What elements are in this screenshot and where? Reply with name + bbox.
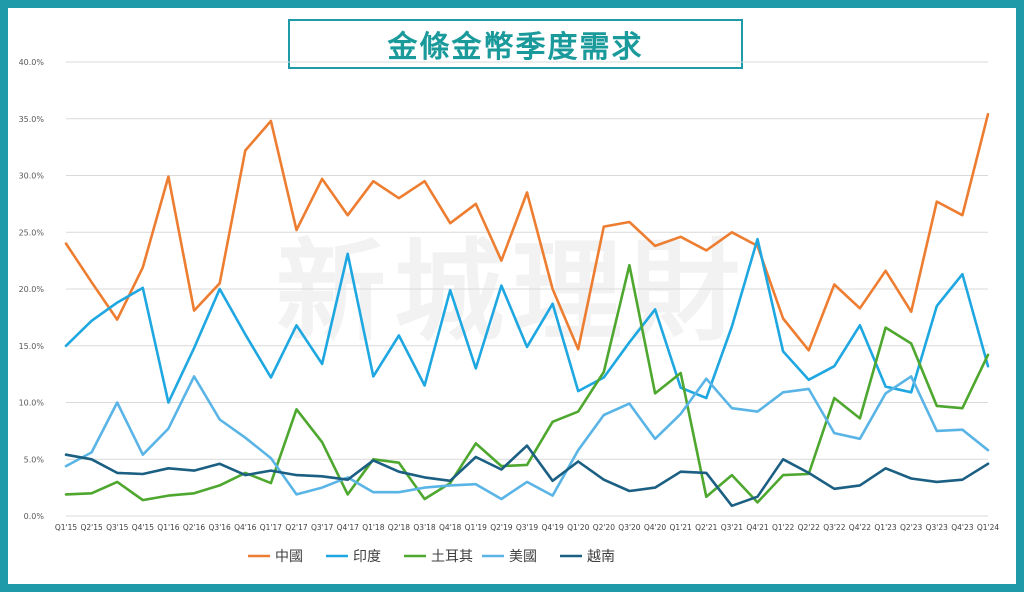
y-tick-label: 30.0%: [19, 172, 45, 181]
x-tick-label: Q2'16: [183, 523, 206, 532]
x-tick-label: Q2'21: [695, 523, 718, 532]
y-tick-label: 40.0%: [19, 58, 45, 67]
x-tick-label: Q1'23: [874, 523, 897, 532]
x-tick-label: Q1'15: [55, 523, 78, 532]
x-tick-label: Q3'19: [516, 523, 539, 532]
x-tick-label: Q4'15: [132, 523, 155, 532]
y-tick-label: 0.0%: [24, 512, 45, 521]
x-tick-label: Q2'20: [593, 523, 616, 532]
x-tick-label: Q3'17: [311, 523, 334, 532]
x-tick-label: Q3'16: [209, 523, 232, 532]
x-tick-label: Q1'20: [567, 523, 590, 532]
x-tick-label: Q1'19: [465, 523, 488, 532]
y-tick-label: 25.0%: [19, 228, 45, 237]
x-tick-label: Q4'20: [644, 523, 667, 532]
x-tick-label: Q2'23: [900, 523, 923, 532]
x-tick-label: Q3'20: [618, 523, 641, 532]
x-tick-label: Q4'21: [746, 523, 769, 532]
x-tick-label: Q4'17: [337, 523, 360, 532]
series-line-2: [64, 237, 990, 404]
series-line-3: [64, 263, 990, 504]
x-tick-label: Q1'24: [977, 523, 1000, 532]
x-tick-label: Q4'22: [849, 523, 872, 532]
legend-label: 印度: [353, 549, 381, 565]
chart-title-box: 金條金幣季度需求: [288, 19, 743, 69]
x-tick-label: Q4'19: [541, 523, 564, 532]
legend-label: 越南: [587, 549, 615, 565]
y-tick-label: 20.0%: [19, 285, 45, 294]
x-tick-label: Q3'21: [721, 523, 744, 532]
legend-label: 美國: [509, 549, 537, 565]
x-tick-label: Q1'21: [670, 523, 693, 532]
chart-title: 金條金幣季度需求: [387, 30, 644, 65]
x-tick-label: Q2'15: [80, 523, 103, 532]
x-tick-label: Q1'17: [260, 523, 283, 532]
x-tick-label: Q2'18: [388, 523, 411, 532]
x-tick-label: Q1'22: [772, 523, 795, 532]
x-tick-label: Q2'19: [490, 523, 513, 532]
y-tick-label: 15.0%: [19, 342, 45, 351]
y-tick-label: 10.0%: [19, 399, 45, 408]
series-line-5: [64, 444, 990, 508]
x-tick-label: Q1'16: [157, 523, 180, 532]
legend-label: 土耳其: [431, 549, 473, 565]
y-tick-label: 5.0%: [24, 455, 45, 464]
series-line-4: [64, 375, 990, 501]
watermark-text: 新城理財: [276, 228, 748, 356]
legend-label: 中國: [275, 549, 303, 565]
x-tick-label: Q4'18: [439, 523, 462, 532]
y-tick-label: 35.0%: [19, 115, 45, 124]
x-tick-label: Q3'15: [106, 523, 129, 532]
x-tick-label: Q4'23: [951, 523, 974, 532]
series-line-1: [64, 112, 990, 352]
x-tick-label: Q3'18: [413, 523, 436, 532]
x-tick-label: Q2'22: [798, 523, 821, 532]
x-tick-label: Q2'17: [285, 523, 308, 532]
x-tick-label: Q3'22: [823, 523, 846, 532]
x-tick-label: Q3'23: [926, 523, 949, 532]
x-tick-label: Q4'16: [234, 523, 257, 532]
x-tick-label: Q1'18: [362, 523, 385, 532]
